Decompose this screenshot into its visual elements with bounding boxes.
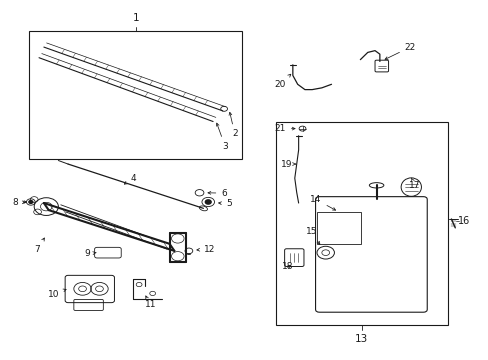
- Text: 20: 20: [274, 74, 290, 89]
- Bar: [29, 31, 242, 159]
- Text: 2: 2: [228, 112, 237, 139]
- Circle shape: [205, 200, 211, 204]
- Text: 8: 8: [12, 198, 25, 207]
- Text: 22: 22: [384, 42, 415, 59]
- Text: 19: 19: [281, 159, 295, 168]
- Text: 6: 6: [207, 189, 226, 198]
- Text: 16: 16: [457, 216, 469, 226]
- Text: 14: 14: [310, 195, 335, 210]
- Text: 5: 5: [218, 199, 231, 208]
- Text: 11: 11: [144, 296, 156, 309]
- Text: 10: 10: [48, 289, 66, 299]
- Text: 1: 1: [132, 13, 139, 23]
- Text: 7: 7: [35, 238, 44, 253]
- Text: 18: 18: [282, 262, 293, 271]
- Text: 4: 4: [124, 174, 136, 184]
- Text: 15: 15: [305, 227, 319, 244]
- Text: 17: 17: [408, 178, 420, 190]
- Bar: [316, 212, 360, 244]
- Circle shape: [29, 201, 33, 203]
- Text: 9: 9: [84, 249, 96, 258]
- Text: 3: 3: [216, 123, 227, 151]
- Text: 12: 12: [197, 244, 215, 253]
- Text: 21: 21: [274, 124, 294, 133]
- Bar: [275, 122, 447, 325]
- Text: 13: 13: [354, 334, 367, 344]
